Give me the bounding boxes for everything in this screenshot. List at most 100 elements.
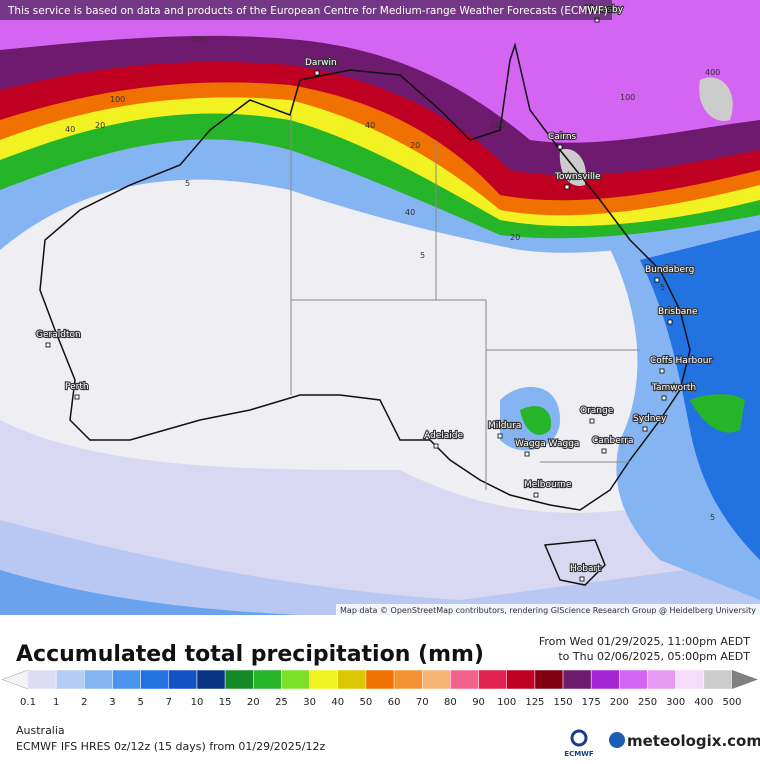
place-dot: [533, 492, 539, 498]
place-dot: [661, 395, 667, 401]
scale-cell: [534, 669, 564, 690]
coastline: [543, 539, 606, 586]
place-label: Tamworth: [651, 383, 696, 393]
contour-labels: 200 100 40 20 400 200 100 40 20 5 40 20 5 5 5: [65, 35, 720, 522]
place-label: Hobart: [570, 564, 601, 574]
rain-band: [699, 77, 733, 121]
place-dot: [564, 184, 570, 190]
scale-label: 30: [303, 697, 316, 708]
scale-cell: [168, 669, 198, 690]
region: Australia: [16, 724, 65, 737]
place-dot: [557, 144, 563, 150]
scale-cell: [55, 669, 85, 690]
scale-label: 500: [722, 697, 741, 708]
contour-label: 5: [185, 179, 190, 188]
place-dot: [314, 70, 320, 76]
title: Accumulated total precipitation (mm): [16, 642, 484, 667]
scale-cell: [337, 669, 367, 690]
scale-cell: [196, 669, 226, 690]
place-label: Melbourne: [524, 480, 572, 490]
place-dot: [497, 433, 503, 439]
scale-label: 1: [53, 697, 59, 708]
scale-label: 50: [360, 697, 373, 708]
scale-cell: [27, 669, 57, 690]
period-from: From Wed 01/29/2025, 11:00pm AEDT: [539, 635, 750, 648]
scale-cell: [703, 669, 733, 690]
scale-label: 100: [497, 697, 516, 708]
scale-label: 400: [694, 697, 713, 708]
scale-cell: [675, 669, 705, 690]
scale-label: 125: [525, 697, 544, 708]
rain-band: [0, 520, 760, 615]
color-scale: 0.1 1 2 3 5 7 10 15 20 25 30 40 50 60 70 80 90 100 125 150 1…: [1, 669, 758, 708]
logo-icon: [609, 732, 625, 748]
place-label: Orange: [580, 406, 614, 416]
scale-cell: [619, 669, 648, 690]
place-label: Coffs Harbour: [650, 356, 712, 366]
banner-bg: [0, 0, 612, 20]
place-label: Cairns: [548, 132, 577, 142]
scale-label: 70: [416, 697, 429, 708]
coastline: [39, 42, 691, 511]
scale-cell: [253, 669, 282, 690]
contour-label: 20: [95, 121, 105, 130]
ecmwf-logo: ECMWF: [564, 750, 594, 758]
scale-label: 90: [472, 697, 485, 708]
contour-label: 40: [405, 208, 415, 217]
scale-label: 175: [582, 697, 601, 708]
place-dot: [667, 319, 673, 325]
scale-cell: [140, 669, 170, 690]
scale-cell: [647, 669, 676, 690]
contour-label: 20: [410, 141, 420, 150]
contour-label: 100: [110, 95, 125, 104]
place-dot: [45, 342, 51, 348]
rain-band: [0, 0, 760, 143]
ecmwf-icon: [570, 729, 588, 747]
place-dot: [654, 277, 660, 283]
place-label: Townsville: [554, 172, 601, 182]
attribution-bg: [336, 604, 760, 615]
contour-label: 5: [660, 283, 665, 292]
scale-label: 7: [166, 697, 172, 708]
scale-cell: [224, 669, 254, 690]
model: ECMWF IFS HRES 0z/12z (15 days) from 01/…: [16, 740, 326, 753]
period-to: to Thu 02/06/2025, 05:00pm AEDT: [558, 650, 750, 663]
place-dot: [524, 451, 530, 457]
place-label: Moresby: [585, 5, 624, 15]
place-label: Geraldton: [36, 330, 81, 340]
scale-label: 2: [81, 697, 87, 708]
scale-label: 80: [444, 697, 457, 708]
place-dot: [601, 448, 607, 454]
contour-label: 5: [420, 251, 425, 260]
scale-label: 3: [109, 697, 115, 708]
contour-label: 5: [710, 513, 715, 522]
place-dot: [579, 576, 585, 582]
logo[interactable]: meteologix.com: [627, 732, 760, 750]
scale-cell: [590, 669, 620, 690]
scale-label: 40: [331, 697, 344, 708]
rain-band: [690, 394, 745, 433]
scale-cell: [365, 669, 395, 690]
scale-cell: [506, 669, 536, 690]
scale-cell: [84, 669, 113, 690]
contour-label: 40: [365, 121, 375, 130]
scale-cell: [562, 669, 592, 690]
rain-band: [0, 570, 300, 615]
scale-label: 25: [275, 697, 288, 708]
scale-label: 150: [553, 697, 572, 708]
scale-label: 0.1: [20, 697, 36, 708]
scale-cell: [112, 669, 141, 690]
place-label: Sydney: [633, 414, 667, 424]
place-label: Brisbane: [658, 307, 698, 317]
place-label: Darwin: [305, 58, 337, 68]
place-label: Canberra: [592, 436, 634, 446]
scale-cell: [309, 669, 339, 690]
scale-label: 200: [610, 697, 629, 708]
scale-label: 250: [638, 697, 657, 708]
scale-label: 15: [219, 697, 232, 708]
scale-arrow: [1, 669, 29, 690]
scale-label: 20: [247, 697, 260, 708]
contour-label: 20: [510, 233, 520, 242]
scale-arrow: [732, 670, 758, 689]
